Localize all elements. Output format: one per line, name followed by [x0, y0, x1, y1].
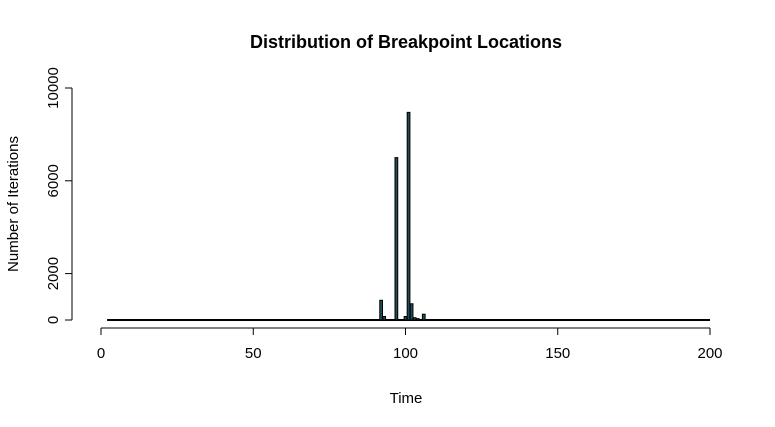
x-ticks: 0 50 100 150 200 [97, 328, 723, 362]
x-tick-label: 100 [393, 345, 418, 362]
x-tick-label: 50 [245, 345, 262, 362]
plot-area [107, 111, 710, 321]
bar [412, 317, 417, 321]
bar [415, 318, 420, 321]
x-tick-label: 150 [545, 345, 570, 362]
bars [107, 111, 710, 321]
bar [421, 313, 426, 321]
y-axis: 0 2000 6000 10000 [45, 67, 73, 324]
y-axis-label: Number of Iterations [5, 136, 22, 272]
x-tick-label: 0 [97, 345, 105, 362]
x-tick-label: 200 [697, 345, 722, 362]
y-tick-label: 10000 [45, 67, 62, 109]
y-ticks: 0 2000 6000 10000 [45, 67, 72, 324]
bar [394, 157, 399, 321]
bar [406, 111, 411, 321]
x-axis: 0 50 100 150 200 [97, 327, 723, 362]
bar [379, 299, 384, 321]
chart-title: Distribution of Breakpoint Locations [250, 32, 562, 52]
x-axis-label: Time [390, 390, 423, 407]
y-tick-label: 6000 [45, 164, 62, 197]
bar [409, 303, 414, 321]
bar [403, 316, 408, 321]
bar [382, 316, 387, 321]
y-tick-label: 0 [45, 316, 62, 324]
y-tick-label: 2000 [45, 257, 62, 290]
